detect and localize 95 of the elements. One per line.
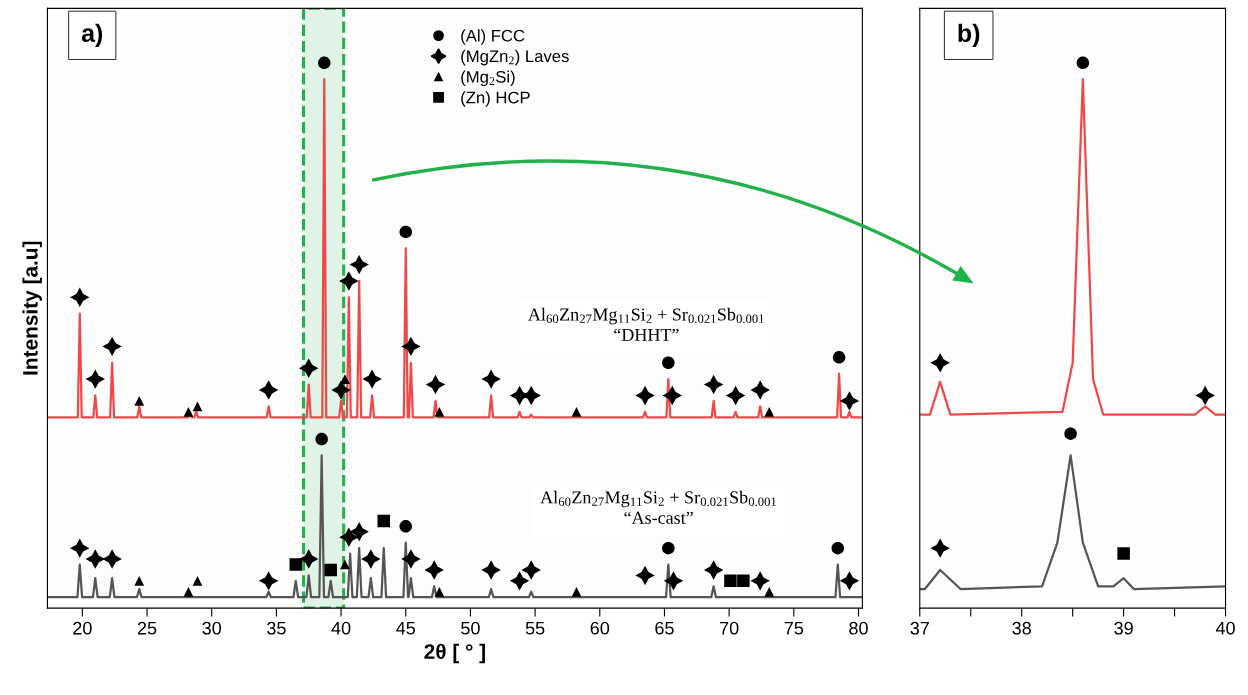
point xyxy=(434,406,445,417)
point xyxy=(289,558,303,571)
point xyxy=(434,586,445,597)
point xyxy=(703,374,724,395)
x-tick-label: 65 xyxy=(655,621,674,635)
point xyxy=(662,356,675,370)
legend-label: (MgZn$_{2}$) Laves xyxy=(461,49,569,66)
point xyxy=(724,574,737,588)
point xyxy=(832,351,846,364)
point xyxy=(663,571,684,591)
x-tick-label: 75 xyxy=(784,621,804,635)
point xyxy=(1195,385,1215,406)
x-tick-label: 25 xyxy=(137,621,157,635)
point xyxy=(102,336,122,357)
point xyxy=(85,549,106,569)
point xyxy=(662,541,675,555)
x-tick-label: 40 xyxy=(1215,621,1235,635)
point xyxy=(399,520,412,533)
point xyxy=(134,576,145,586)
point xyxy=(930,353,950,373)
y-axis-title: Intensity [a.u] xyxy=(22,241,42,375)
point xyxy=(839,571,860,591)
x-tick-label: 60 xyxy=(590,621,610,635)
point xyxy=(134,396,145,406)
legend-label: (Zn) HCP xyxy=(461,91,530,107)
point xyxy=(315,432,328,446)
point xyxy=(703,560,724,580)
point xyxy=(424,560,444,580)
x-tick-label: 45 xyxy=(396,621,416,635)
x-tick-label: 30 xyxy=(202,621,222,635)
point xyxy=(192,576,203,586)
point xyxy=(764,586,775,597)
x-tick-label: 20 xyxy=(73,621,92,635)
point xyxy=(183,586,194,597)
text: a) xyxy=(81,23,103,47)
point xyxy=(85,369,106,389)
point xyxy=(571,406,582,417)
point xyxy=(481,560,501,580)
point xyxy=(70,287,90,308)
point xyxy=(299,358,319,378)
x-axis-title: 2θ [ ° ] xyxy=(424,643,485,664)
point xyxy=(930,538,950,558)
point xyxy=(361,549,381,569)
point xyxy=(509,571,530,591)
point xyxy=(571,586,582,597)
legend-label: (Mg$_{2}$Si) xyxy=(461,70,515,87)
point xyxy=(339,271,359,291)
point xyxy=(70,538,90,558)
point xyxy=(399,225,412,239)
point xyxy=(331,380,351,400)
point xyxy=(1064,427,1077,440)
point xyxy=(401,549,421,569)
point xyxy=(339,527,359,547)
point xyxy=(1076,56,1090,70)
x-tick-label: 50 xyxy=(461,621,480,635)
point xyxy=(299,549,319,569)
point xyxy=(258,380,279,400)
point xyxy=(635,565,655,586)
point xyxy=(521,560,541,580)
x-tick-label: 80 xyxy=(849,621,868,635)
point xyxy=(737,574,750,588)
point xyxy=(831,541,845,555)
point xyxy=(102,549,122,569)
x-tick-label: 39 xyxy=(1114,621,1133,635)
legend-label: (Al) FCC xyxy=(461,29,525,45)
point xyxy=(635,385,655,406)
point xyxy=(258,571,279,591)
text: Al$_{60}$Zn$_{27}$Mg$_{11}$Si$_{2}$ + Sr$_{0.021}$Sb$_{0.001}$ “As-cast” xyxy=(540,490,776,524)
point xyxy=(183,406,194,417)
x-tick-label: 37 xyxy=(910,621,929,635)
point xyxy=(318,56,331,70)
point xyxy=(1117,547,1130,560)
point xyxy=(377,514,390,528)
text: Al$_{60}$Zn$_{27}$Mg$_{11}$Si$_{2}$ + Sr$_{0.021}$Sb$_{0.001}$ “DHHT” xyxy=(528,307,764,341)
x-tick-label: 35 xyxy=(267,621,286,635)
point xyxy=(750,571,770,591)
x-tick-label: 40 xyxy=(331,621,351,635)
x-tick-label: 38 xyxy=(1012,621,1031,635)
point xyxy=(349,254,369,275)
point xyxy=(764,406,775,417)
point xyxy=(425,374,446,395)
point xyxy=(324,563,337,577)
point xyxy=(750,380,770,400)
point xyxy=(662,385,682,406)
point xyxy=(349,522,369,542)
point xyxy=(839,391,860,411)
point xyxy=(192,401,203,412)
x-tick-label: 55 xyxy=(525,621,545,635)
point xyxy=(725,385,746,406)
text: b) xyxy=(958,23,980,47)
point xyxy=(362,369,382,389)
x-tick-label: 70 xyxy=(720,621,739,635)
point xyxy=(340,374,350,384)
point xyxy=(401,336,421,357)
point xyxy=(481,369,501,389)
